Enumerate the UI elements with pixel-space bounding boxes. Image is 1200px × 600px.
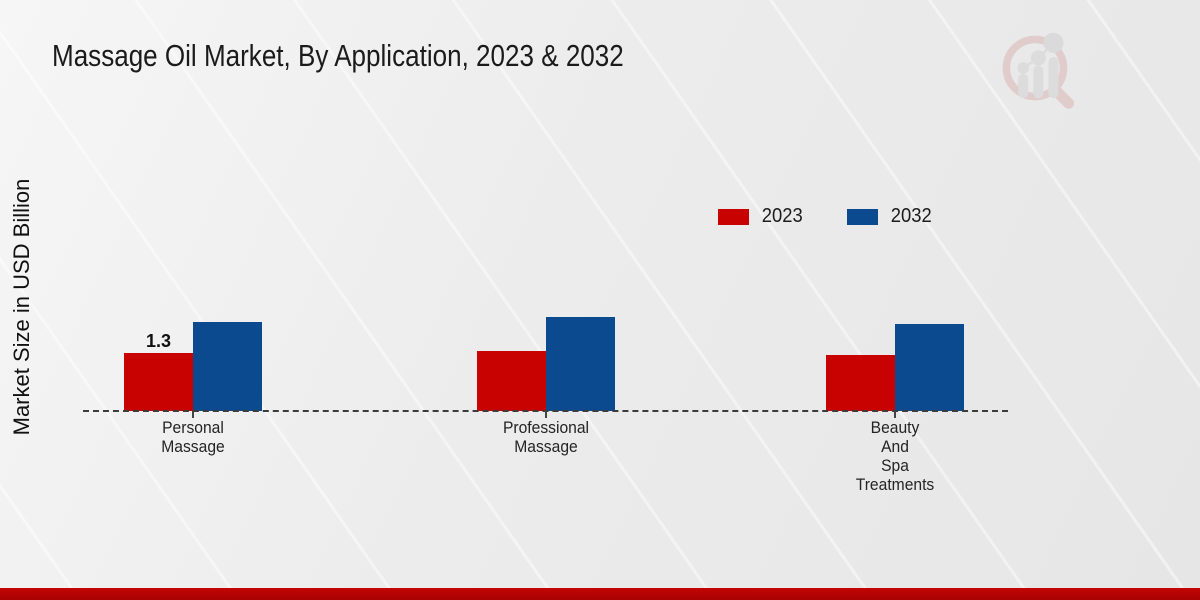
- category-label: Professional Massage: [502, 418, 590, 456]
- chart-title: Massage Oil Market, By Application, 2023…: [52, 38, 624, 73]
- legend-label: 2032: [890, 205, 932, 227]
- legend-swatch-icon: [846, 208, 878, 225]
- bar-2032: [546, 317, 615, 411]
- legend-item: 2032: [846, 205, 934, 228]
- bar-2023: [826, 355, 895, 411]
- legend-label: 2023: [761, 205, 803, 227]
- bar-value-label: 1.3: [145, 331, 172, 352]
- market-research-future-logo-icon: [998, 26, 1082, 110]
- category-label: Personal Massage: [161, 418, 225, 456]
- footer-accent-bar: [0, 588, 1200, 600]
- axis-tick: [894, 411, 896, 418]
- bar-2032: [895, 324, 964, 411]
- chart-legend: 2023 2032: [718, 205, 933, 228]
- legend-swatch-icon: [718, 208, 749, 225]
- bar-2023: [477, 350, 546, 411]
- axis-tick: [192, 411, 194, 418]
- bar-2023: [124, 353, 193, 411]
- bar-2032: [193, 321, 262, 411]
- category-label: Beauty And Spa Treatments: [855, 418, 935, 494]
- axis-tick: [545, 411, 547, 418]
- legend-item: 2023: [718, 205, 805, 228]
